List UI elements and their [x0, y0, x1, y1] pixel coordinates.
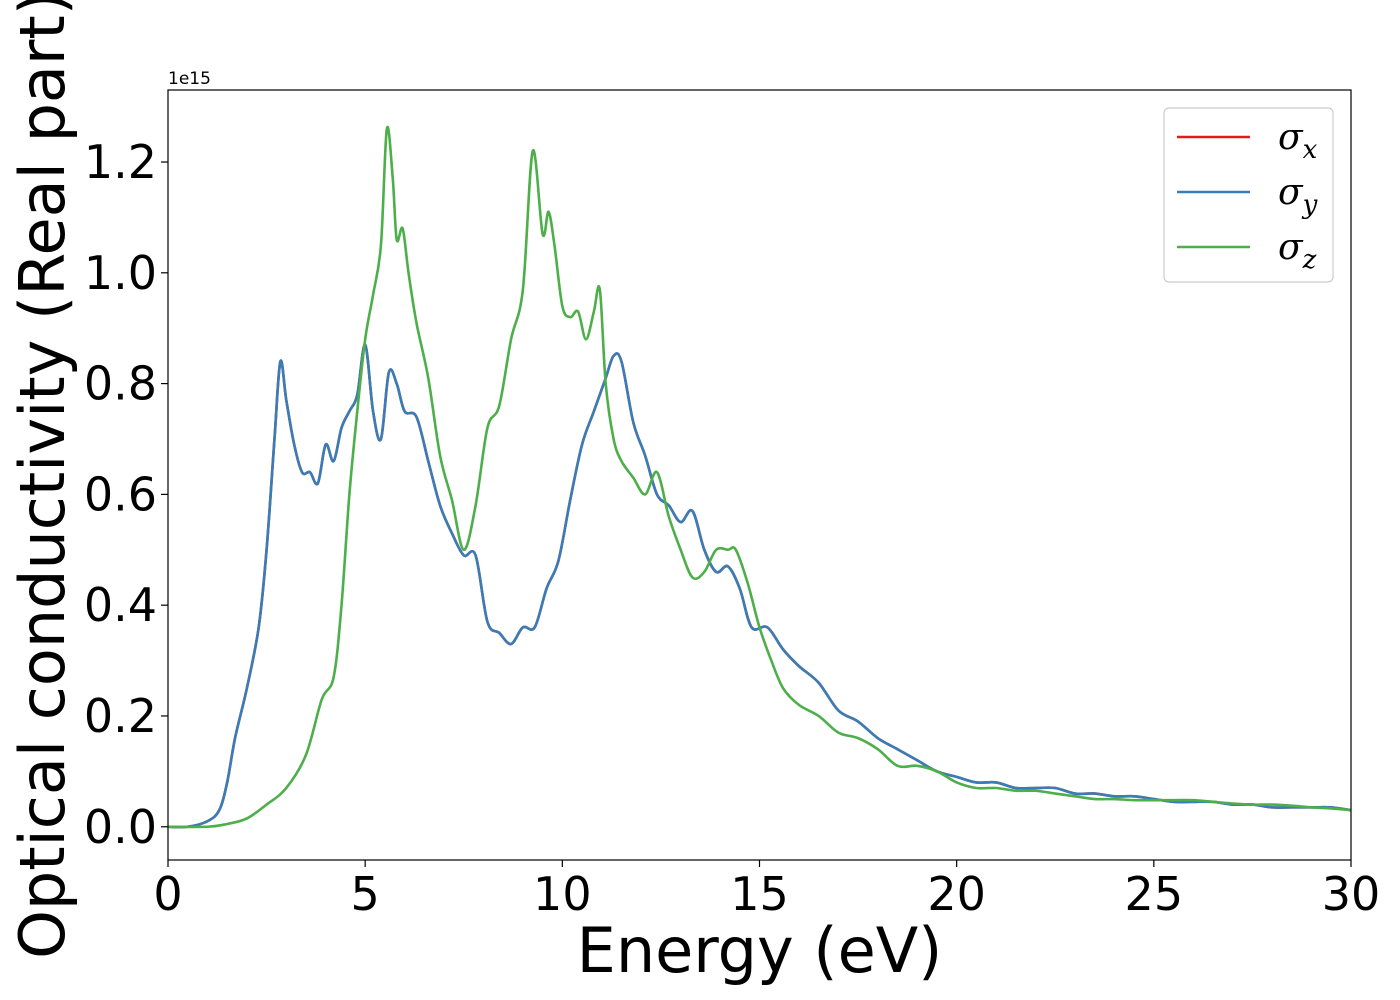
y-tick-label: 1.0: [84, 246, 157, 300]
legend-label-y: σy: [1278, 172, 1318, 220]
x-tick-label: 20: [927, 867, 986, 921]
y-tick-label: 0.2: [84, 689, 157, 743]
y-tick-label: 0.8: [84, 357, 157, 411]
y-tick-label: 0.0: [84, 800, 157, 854]
legend-subscript: y: [1302, 190, 1318, 220]
legend-subscript: x: [1303, 135, 1318, 165]
y-tick-label: 0.6: [84, 467, 157, 521]
legend-label-x: σx: [1278, 117, 1318, 165]
series-layer: [168, 125, 1351, 829]
legend-box: [1163, 107, 1334, 283]
y-offset-label: 1e15: [168, 69, 211, 89]
x-tick-label: 10: [533, 867, 592, 921]
x-axis: 0 5 10 15 20 25 30: [153, 860, 1380, 921]
legend-symbol: σ: [1278, 227, 1304, 268]
x-tick-label: 30: [1322, 867, 1381, 921]
x-tick-label: 15: [730, 867, 789, 921]
legend-subscript: z: [1302, 245, 1317, 275]
x-axis-title: Energy (eV): [577, 914, 943, 987]
y-axis: 0.0 0.2 0.4 0.6 0.8 1.0 1.2: [84, 135, 168, 854]
legend-symbol: σ: [1278, 117, 1304, 158]
x-tick-label: 0: [153, 867, 182, 921]
legend-symbol: σ: [1278, 172, 1304, 213]
y-tick-label: 1.2: [84, 135, 157, 189]
legend-label-z: σz: [1278, 227, 1317, 275]
series-line-z: [168, 125, 1351, 829]
y-axis-title: Optical conductivity (Real part): [6, 0, 79, 959]
x-tick-label: 5: [351, 867, 380, 921]
y-tick-label: 0.4: [84, 578, 157, 632]
x-tick-label: 25: [1125, 867, 1184, 921]
